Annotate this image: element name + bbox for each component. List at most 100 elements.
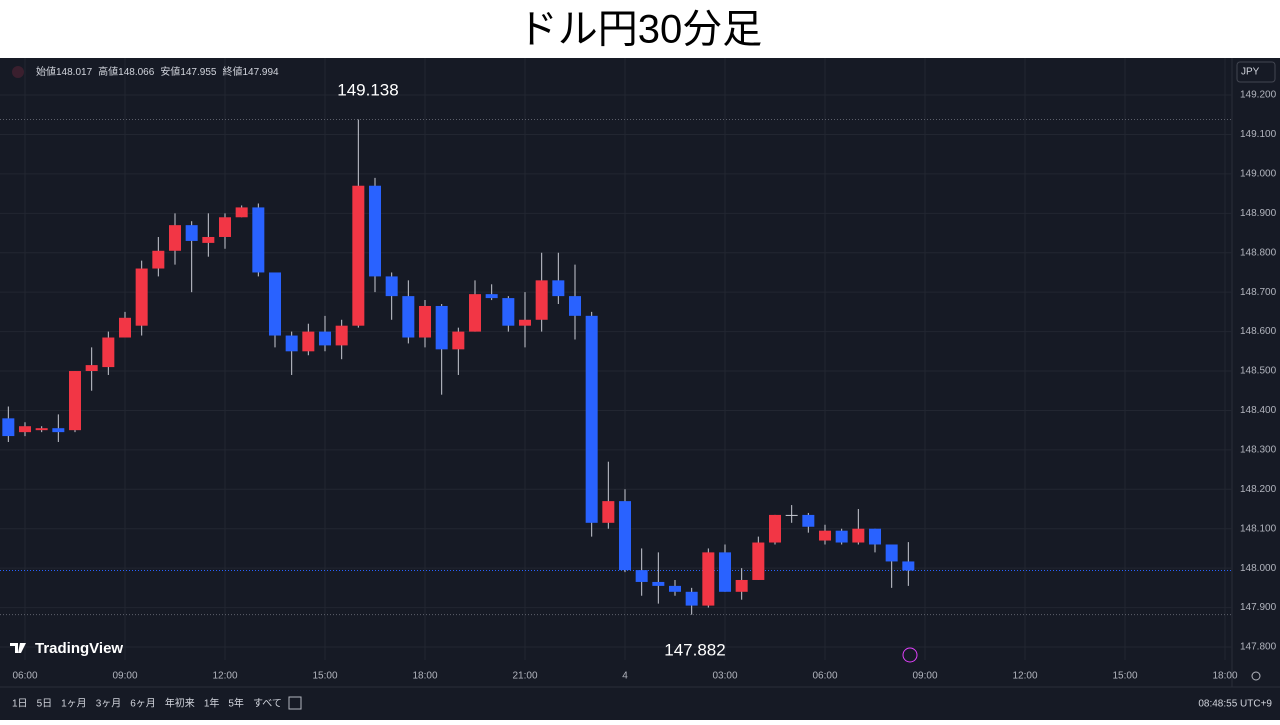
candle-body bbox=[552, 280, 565, 297]
candle-body bbox=[569, 296, 581, 316]
high-annotation: 149.138 bbox=[337, 80, 398, 99]
chart-background bbox=[0, 58, 1280, 720]
candle-body bbox=[485, 294, 498, 299]
candle-body bbox=[519, 319, 531, 326]
clock: 08:48:55 UTC+9 bbox=[1198, 699, 1272, 710]
range-button[interactable]: すべて bbox=[253, 698, 282, 710]
candle-body bbox=[169, 225, 181, 251]
candle-body bbox=[802, 514, 815, 527]
y-tick-label: 148.700 bbox=[1240, 287, 1277, 298]
y-tick-label: 148.400 bbox=[1240, 405, 1277, 416]
candle-body bbox=[585, 315, 598, 523]
candle-body bbox=[452, 331, 465, 350]
range-button[interactable]: 1日 bbox=[12, 699, 28, 710]
x-tick-label: 4 bbox=[622, 671, 628, 682]
ohlc-text: 始値148.017 高値148.066 安値147.955 終値147.994 bbox=[36, 65, 279, 78]
candle-body bbox=[602, 501, 615, 523]
y-tick-label: 149.200 bbox=[1240, 90, 1277, 101]
currency[interactable]: JPY bbox=[1241, 67, 1260, 78]
ohlc-label: 始値 bbox=[36, 65, 56, 78]
x-tick-label: 09:00 bbox=[112, 671, 137, 682]
ohlc-value: 147.994 bbox=[242, 67, 279, 78]
logo: TradingView bbox=[35, 640, 123, 657]
range-button[interactable]: 年初来 bbox=[165, 697, 195, 710]
toolbar: 1日 5日 1ヶ月 3ヶ月 6ヶ月 年初来 1年 5年 すべて bbox=[12, 697, 282, 710]
grid bbox=[0, 58, 1232, 660]
y-tick-label: 148.000 bbox=[1240, 563, 1277, 574]
candle-body bbox=[119, 317, 131, 338]
alert-icon[interactable] bbox=[902, 647, 918, 663]
y-tick-label: 147.900 bbox=[1240, 602, 1277, 613]
ohlc-label: 安値 bbox=[160, 65, 180, 78]
ohlc-value: 148.017 bbox=[56, 67, 93, 78]
x-tick-label: 18:00 bbox=[412, 671, 437, 682]
y-tick-label: 148.200 bbox=[1240, 484, 1277, 495]
range-button[interactable]: 1ヶ月 bbox=[61, 698, 87, 710]
candle-body bbox=[469, 294, 481, 332]
currency-select[interactable] bbox=[1236, 61, 1276, 83]
candle-body bbox=[402, 296, 415, 338]
candle-body bbox=[669, 585, 681, 592]
ohlc-label: 高値 bbox=[98, 65, 118, 78]
candle-body bbox=[352, 185, 365, 326]
candle-body bbox=[702, 552, 715, 606]
candle-body bbox=[885, 544, 898, 562]
x-tick-label: 15:00 bbox=[1112, 671, 1137, 682]
x-tick-label: 06:00 bbox=[812, 671, 837, 682]
x-tick-label: 15:00 bbox=[312, 671, 337, 682]
ohlc-value: 147.955 bbox=[180, 67, 217, 78]
x-tick-label: 09:00 bbox=[912, 671, 937, 682]
range-button[interactable]: 5日 bbox=[37, 699, 53, 710]
candle-body bbox=[419, 305, 431, 338]
candle-body bbox=[235, 207, 248, 218]
candle-body bbox=[902, 561, 915, 571]
ohlc-header: 始値148.017 高値148.066 安値147.955 終値147.994 bbox=[12, 65, 279, 78]
date-range-icon[interactable] bbox=[288, 696, 302, 710]
candle-body bbox=[819, 530, 831, 541]
range-button[interactable]: 1年 bbox=[204, 697, 220, 710]
candle-body bbox=[52, 428, 65, 433]
range-button[interactable]: 3ヶ月 bbox=[96, 698, 122, 710]
candle-body bbox=[369, 185, 381, 277]
symbol-icon bbox=[12, 66, 24, 78]
y-tick-label: 149.000 bbox=[1240, 169, 1277, 180]
candle-body bbox=[335, 325, 348, 346]
range-button[interactable]: 5年 bbox=[228, 697, 244, 710]
candle-body bbox=[202, 236, 215, 243]
range-button[interactable]: 6ヶ月 bbox=[130, 698, 156, 710]
candle-body bbox=[269, 272, 281, 336]
candle-body bbox=[2, 418, 15, 437]
candle-body bbox=[302, 331, 315, 352]
x-tick-label: 06:00 bbox=[12, 671, 37, 682]
candle-body bbox=[85, 365, 98, 372]
candle-body bbox=[385, 276, 398, 297]
y-tick-label: 149.100 bbox=[1240, 129, 1277, 140]
candle-body bbox=[719, 552, 731, 592]
candle-body bbox=[785, 514, 798, 516]
y-tick-label: 148.300 bbox=[1240, 445, 1277, 456]
candle-body bbox=[635, 570, 648, 582]
candle-body bbox=[252, 207, 265, 273]
x-tick-label: 21:00 bbox=[512, 671, 537, 682]
ohlc-value: 148.066 bbox=[118, 67, 155, 78]
candle-body bbox=[769, 514, 781, 543]
candle-body bbox=[869, 528, 881, 545]
candle-body bbox=[619, 501, 631, 571]
candle-body bbox=[502, 298, 515, 326]
candle-body bbox=[185, 225, 198, 241]
x-tick-label: 12:00 bbox=[1012, 671, 1037, 682]
candle-body bbox=[752, 542, 765, 580]
x-tick-label: 03:00 bbox=[712, 671, 737, 682]
candle-body bbox=[852, 528, 865, 543]
y-tick-label: 147.800 bbox=[1240, 642, 1277, 653]
y-tick-label: 148.500 bbox=[1240, 366, 1277, 377]
y-tick-label: 148.800 bbox=[1240, 247, 1277, 258]
x-tick-label: 12:00 bbox=[212, 671, 237, 682]
candle-body bbox=[219, 217, 231, 237]
settings-icon[interactable] bbox=[1251, 671, 1261, 681]
candle-body bbox=[69, 371, 81, 431]
title-band bbox=[0, 0, 1280, 58]
low-annotation: 147.882 bbox=[664, 640, 725, 659]
candle-body bbox=[285, 335, 298, 352]
